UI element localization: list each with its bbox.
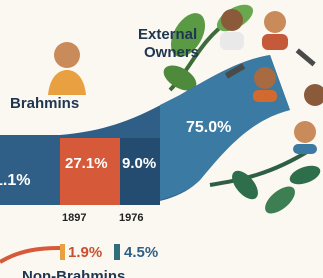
value-label: 1.9%: [68, 244, 102, 261]
label: Non-Brahmins: [22, 268, 125, 278]
value-label: 4.5%: [124, 244, 158, 261]
year-label: 1976: [119, 212, 143, 224]
person-head: [254, 67, 276, 89]
year-label: 1897: [62, 212, 86, 224]
infographic: External Owners Brahmins 75.0% 1.1% 27.1…: [0, 0, 323, 278]
small-bar: [60, 244, 65, 260]
value-label: 75.0%: [186, 119, 231, 136]
label: Owners: [144, 44, 199, 61]
person-head: [54, 42, 80, 68]
person-body: [293, 144, 317, 154]
person-body: [262, 34, 288, 50]
person-head: [264, 11, 286, 33]
value-label: 9.0%: [122, 155, 156, 172]
person-head: [294, 121, 316, 143]
label: Brahmins: [10, 95, 79, 112]
person-head: [221, 9, 243, 31]
label: External: [138, 26, 197, 43]
value-label: 27.1%: [65, 155, 108, 172]
small-bar: [114, 244, 120, 260]
person-body: [220, 32, 244, 50]
value-label: 1.1%: [0, 172, 30, 189]
person-body: [253, 90, 277, 102]
page: External Owners Brahmins 75.0% 1.1% 27.1…: [0, 0, 323, 278]
